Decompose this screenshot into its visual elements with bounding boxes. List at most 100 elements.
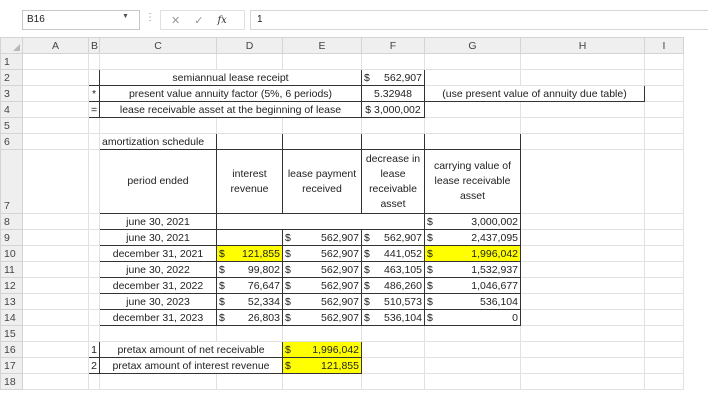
schedule-header[interactable]: carrying value of lease receivable asset [424,149,521,214]
cell[interactable] [88,53,100,70]
interest-cell[interactable]: $121,855 [216,245,283,262]
cell[interactable] [22,261,89,278]
carrying-cell[interactable]: $3,000,002 [424,213,521,230]
cell[interactable] [88,325,100,342]
cell[interactable] [88,277,100,294]
summary-label[interactable]: lease receivable asset at the beginning … [99,101,362,118]
answer-number[interactable]: 2 [88,357,100,374]
interest-cell[interactable]: $99,802 [216,261,283,278]
cell[interactable] [520,373,645,390]
cell[interactable] [282,53,362,70]
answer-label[interactable]: pretax amount of interest revenue [99,357,283,374]
answer-value[interactable]: $121,855 [282,357,362,374]
chevron-down-icon[interactable]: ▼ [122,13,129,20]
row-header[interactable]: 9 [0,229,23,246]
cell[interactable] [520,53,645,70]
cell[interactable] [216,325,283,342]
cell[interactable] [424,101,521,118]
cell[interactable] [520,309,645,326]
decrease-cell[interactable]: $510,573 [361,293,425,310]
column-header-H[interactable]: H [520,37,645,54]
cell[interactable] [361,133,425,150]
cell[interactable] [644,85,684,102]
cell[interactable] [22,85,89,102]
name-box[interactable]: B16 [22,10,140,30]
cell[interactable] [644,213,684,230]
cell[interactable] [22,69,89,86]
cell[interactable] [99,325,217,342]
period-cell[interactable]: december 31, 2022 [99,277,217,294]
carrying-cell[interactable]: $1,046,677 [424,277,521,294]
select-all-corner[interactable] [0,37,23,54]
decrease-cell[interactable]: $536,104 [361,309,425,326]
operator-cell[interactable]: = [88,101,100,118]
payment-cell[interactable]: $562,907 [282,277,362,294]
cell[interactable] [282,325,362,342]
cell[interactable] [22,357,89,374]
period-cell[interactable]: june 30, 2021 [99,213,217,230]
row-header[interactable]: 3 [0,85,23,102]
cell[interactable] [644,277,684,294]
cell[interactable] [282,133,362,150]
row-header[interactable]: 13 [0,293,23,310]
cell[interactable] [644,133,684,150]
cell[interactable] [644,309,684,326]
row-header[interactable]: 2 [0,69,23,86]
cell[interactable] [520,261,645,278]
decrease-cell[interactable]: $562,907 [361,229,425,246]
summary-label[interactable]: present value annuity factor (5%, 6 peri… [99,85,362,102]
column-header-A[interactable]: A [22,37,89,54]
row-header[interactable]: 7 [0,149,23,214]
cell[interactable] [99,117,217,134]
summary-label[interactable]: semiannual lease receipt [99,69,362,86]
cell[interactable] [644,245,684,262]
cell[interactable] [520,357,645,374]
operator-cell[interactable]: * [88,85,100,102]
column-header-F[interactable]: F [361,37,425,54]
cell[interactable] [361,117,425,134]
cell[interactable] [22,149,89,214]
cell[interactable] [644,357,684,374]
cell[interactable] [520,229,645,246]
period-cell[interactable]: december 31, 2023 [99,309,217,326]
summary-value[interactable]: $ 3,000,002 [361,101,425,118]
period-cell[interactable]: june 30, 2021 [99,229,217,246]
row-header[interactable]: 1 [0,53,23,70]
cell[interactable] [216,53,283,70]
carrying-cell[interactable]: $1,996,042 [424,245,521,262]
cell[interactable] [88,261,100,278]
cell[interactable] [216,133,283,150]
cell[interactable] [22,277,89,294]
cell[interactable] [644,325,684,342]
cell[interactable] [644,53,684,70]
cell[interactable] [88,245,100,262]
cell[interactable] [644,117,684,134]
cell[interactable] [282,373,362,390]
column-header-I[interactable]: I [644,37,684,54]
cancel-icon[interactable]: ✕ [171,14,181,27]
cell[interactable] [282,117,362,134]
cell[interactable] [88,117,100,134]
operator-cell[interactable] [88,69,100,86]
cell[interactable] [361,325,425,342]
cell[interactable] [520,277,645,294]
cell[interactable] [22,101,89,118]
cell[interactable] [361,373,425,390]
cell[interactable] [88,373,100,390]
cell[interactable] [361,357,425,374]
cell[interactable] [22,245,89,262]
period-cell[interactable]: june 30, 2023 [99,293,217,310]
cell[interactable] [216,229,283,246]
cell[interactable] [644,261,684,278]
cell[interactable] [424,53,521,70]
row-header[interactable]: 5 [0,117,23,134]
cell[interactable] [424,117,521,134]
carrying-cell[interactable]: $1,532,937 [424,261,521,278]
insert-function-icon[interactable]: fx [217,14,227,26]
cell[interactable] [644,229,684,246]
note-cell[interactable]: (use present value of annuity due table) [424,85,645,102]
row-header[interactable]: 18 [0,373,23,390]
cell[interactable] [88,213,100,230]
column-header-G[interactable]: G [424,37,521,54]
schedule-title[interactable]: amortization schedule [99,133,217,150]
